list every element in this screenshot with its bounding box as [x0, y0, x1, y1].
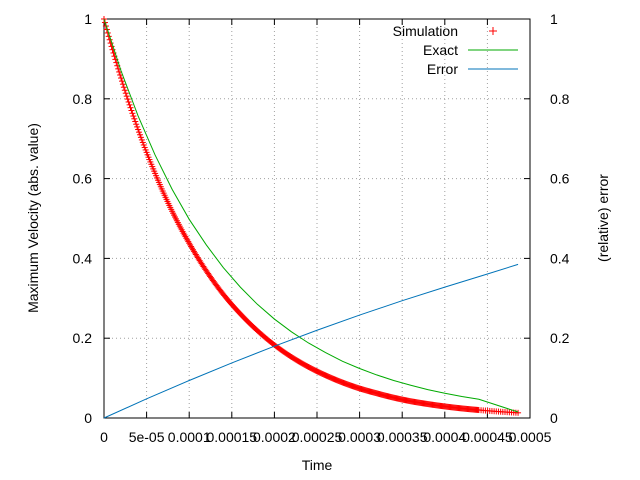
legend: Simulation Exact Error: [393, 23, 518, 77]
point-simulation: [134, 123, 141, 130]
point-simulation: [135, 126, 142, 133]
point-simulation: [136, 129, 143, 136]
y2-tick-label: 0.4: [550, 250, 570, 266]
point-simulation: [133, 121, 140, 128]
y2-axis-label: (relative) error: [595, 174, 611, 262]
y-tick-label: 0.8: [73, 91, 93, 107]
point-simulation: [139, 139, 146, 146]
point-simulation: [136, 131, 143, 138]
ticks: 0 5e-05 0.00010.000150.00020.000250.00030.…: [73, 11, 570, 445]
point-simulation: [126, 101, 133, 108]
x-tick-label: 0.00015: [206, 429, 257, 445]
x-tick-label: 0.0003: [338, 429, 381, 445]
point-simulation: [515, 409, 522, 416]
point-simulation: [122, 90, 129, 97]
point-simulation: [107, 40, 114, 47]
series-exact-line: [103, 18, 519, 413]
point-simulation: [138, 136, 145, 143]
point-simulation: [108, 43, 115, 50]
point-simulation: [119, 81, 126, 88]
x-tick-label: 0.0005: [509, 429, 552, 445]
y2-tick-label: 0: [550, 410, 558, 426]
point-simulation: [118, 75, 125, 82]
series-layer: [101, 16, 522, 419]
point-simulation: [120, 84, 127, 91]
y-tick-label: 0.2: [73, 330, 93, 346]
point-simulation: [124, 96, 131, 103]
legend-label-simulation: Simulation: [393, 23, 458, 39]
y-axis-label: Maximum Velocity (abs. value): [25, 123, 41, 313]
y2-tick-label: 0.8: [550, 91, 570, 107]
x-axis-label: Time: [302, 457, 333, 473]
series-simulation: [101, 16, 522, 416]
legend-marker-simulation: [489, 27, 497, 35]
x-tick-label: 0.0004: [423, 429, 466, 445]
point-simulation: [127, 104, 134, 111]
plot-border: [103, 18, 531, 419]
x-tick-label: 0.0002: [253, 429, 296, 445]
x-tick-label: 0: [100, 429, 108, 445]
point-simulation: [118, 78, 125, 85]
point-simulation: [121, 87, 128, 94]
y2-tick-label: 0.2: [550, 330, 570, 346]
y-tick-label: 1: [84, 11, 92, 27]
x-tick-label: 0.00045: [462, 429, 513, 445]
y2-tick-label: 1: [550, 11, 558, 27]
point-simulation: [123, 93, 130, 100]
y-tick-label: 0: [84, 410, 92, 426]
legend-label-exact: Exact: [423, 42, 458, 58]
point-simulation: [131, 115, 138, 122]
series-error-line: [103, 263, 519, 419]
point-simulation: [128, 107, 135, 114]
y-tick-label: 0.4: [73, 250, 93, 266]
legend-label-error: Error: [427, 61, 458, 77]
x-tick-label: 5e-05: [129, 429, 165, 445]
x-tick-label: 0.0001: [168, 429, 211, 445]
point-simulation: [129, 110, 136, 117]
point-simulation: [130, 113, 137, 120]
x-tick-label: 0.00025: [292, 429, 343, 445]
y-tick-label: 0.6: [73, 171, 93, 187]
y2-tick-label: 0.6: [550, 171, 570, 187]
point-simulation: [137, 134, 144, 141]
grid: [104, 19, 530, 418]
point-simulation: [132, 118, 139, 125]
x-tick-label: 0.00035: [377, 429, 428, 445]
point-simulation: [125, 98, 132, 105]
